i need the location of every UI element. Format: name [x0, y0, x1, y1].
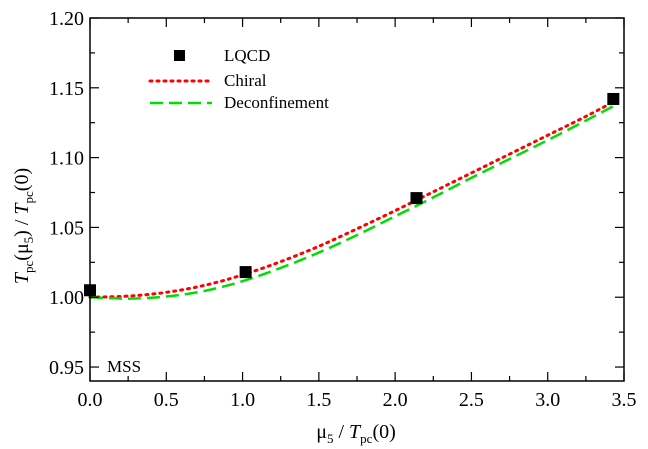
y-tick-label: 0.95 — [49, 357, 84, 379]
x-tick-label: 0.0 — [78, 389, 103, 411]
y-title-t2: T — [11, 202, 33, 215]
series-line-deconfinement — [89, 103, 617, 300]
x-title-sub: 5 — [327, 431, 334, 446]
x-tick-label: 2.5 — [459, 389, 484, 411]
legend-label-chiral: Chiral — [224, 71, 267, 90]
x-title-mu: μ — [316, 421, 327, 443]
plot-area — [84, 92, 620, 300]
x-tick-label: 3.0 — [535, 389, 560, 411]
legend-label-deconfinement: Deconfinement — [224, 93, 329, 112]
x-tick-label: 1.5 — [306, 389, 331, 411]
axis-ticks: 0.0 0.5 1.0 1.5 2.0 2.5 3.0 3.5 0.95 1.00 1.05 1.10… — [49, 8, 637, 411]
y-title-sub1: pc — [21, 261, 36, 274]
y-tick-label: 1.20 — [49, 8, 84, 30]
lqcd-point — [239, 266, 252, 279]
y-title-sub2: 5 — [21, 237, 36, 244]
series-line-chiral — [88, 98, 618, 299]
x-tick-label: 1.0 — [230, 389, 255, 411]
x-axis-title: μ5 / Tpc(0) — [316, 421, 396, 446]
y-title-mid2: ) / — [11, 215, 33, 237]
legend-marker-lqcd — [174, 50, 185, 61]
x-tick-label: 2.0 — [383, 389, 408, 411]
y-tick-label: 1.15 — [49, 78, 84, 100]
x-title-mid: / — [333, 421, 349, 443]
y-title-tail: (0) — [11, 168, 33, 191]
x-title-t: T — [349, 421, 362, 443]
x-tick-label: 0.5 — [154, 389, 179, 411]
y-axis-title: Tpc(μ5) / Tpc(0) — [11, 168, 36, 284]
x-tick-label: 3.5 — [612, 389, 637, 411]
y-tick-label: 1.00 — [49, 287, 84, 309]
lqcd-point — [607, 92, 620, 105]
y-title-t1: T — [11, 271, 33, 284]
x-title-tail: (0) — [372, 421, 395, 443]
legend: LQCD Chiral Deconfinement — [148, 46, 329, 112]
annotation-mss: MSS — [107, 357, 141, 376]
legend-label-lqcd: LQCD — [224, 46, 270, 65]
y-tick-label: 1.10 — [49, 148, 84, 170]
x-title-sub2: pc — [360, 431, 373, 446]
y-title-mid1: (μ — [11, 243, 33, 260]
y-title-sub3: pc — [21, 191, 36, 204]
plot-frame — [89, 17, 625, 382]
lqcd-point — [410, 192, 423, 205]
y-tick-label: 1.05 — [49, 217, 84, 239]
